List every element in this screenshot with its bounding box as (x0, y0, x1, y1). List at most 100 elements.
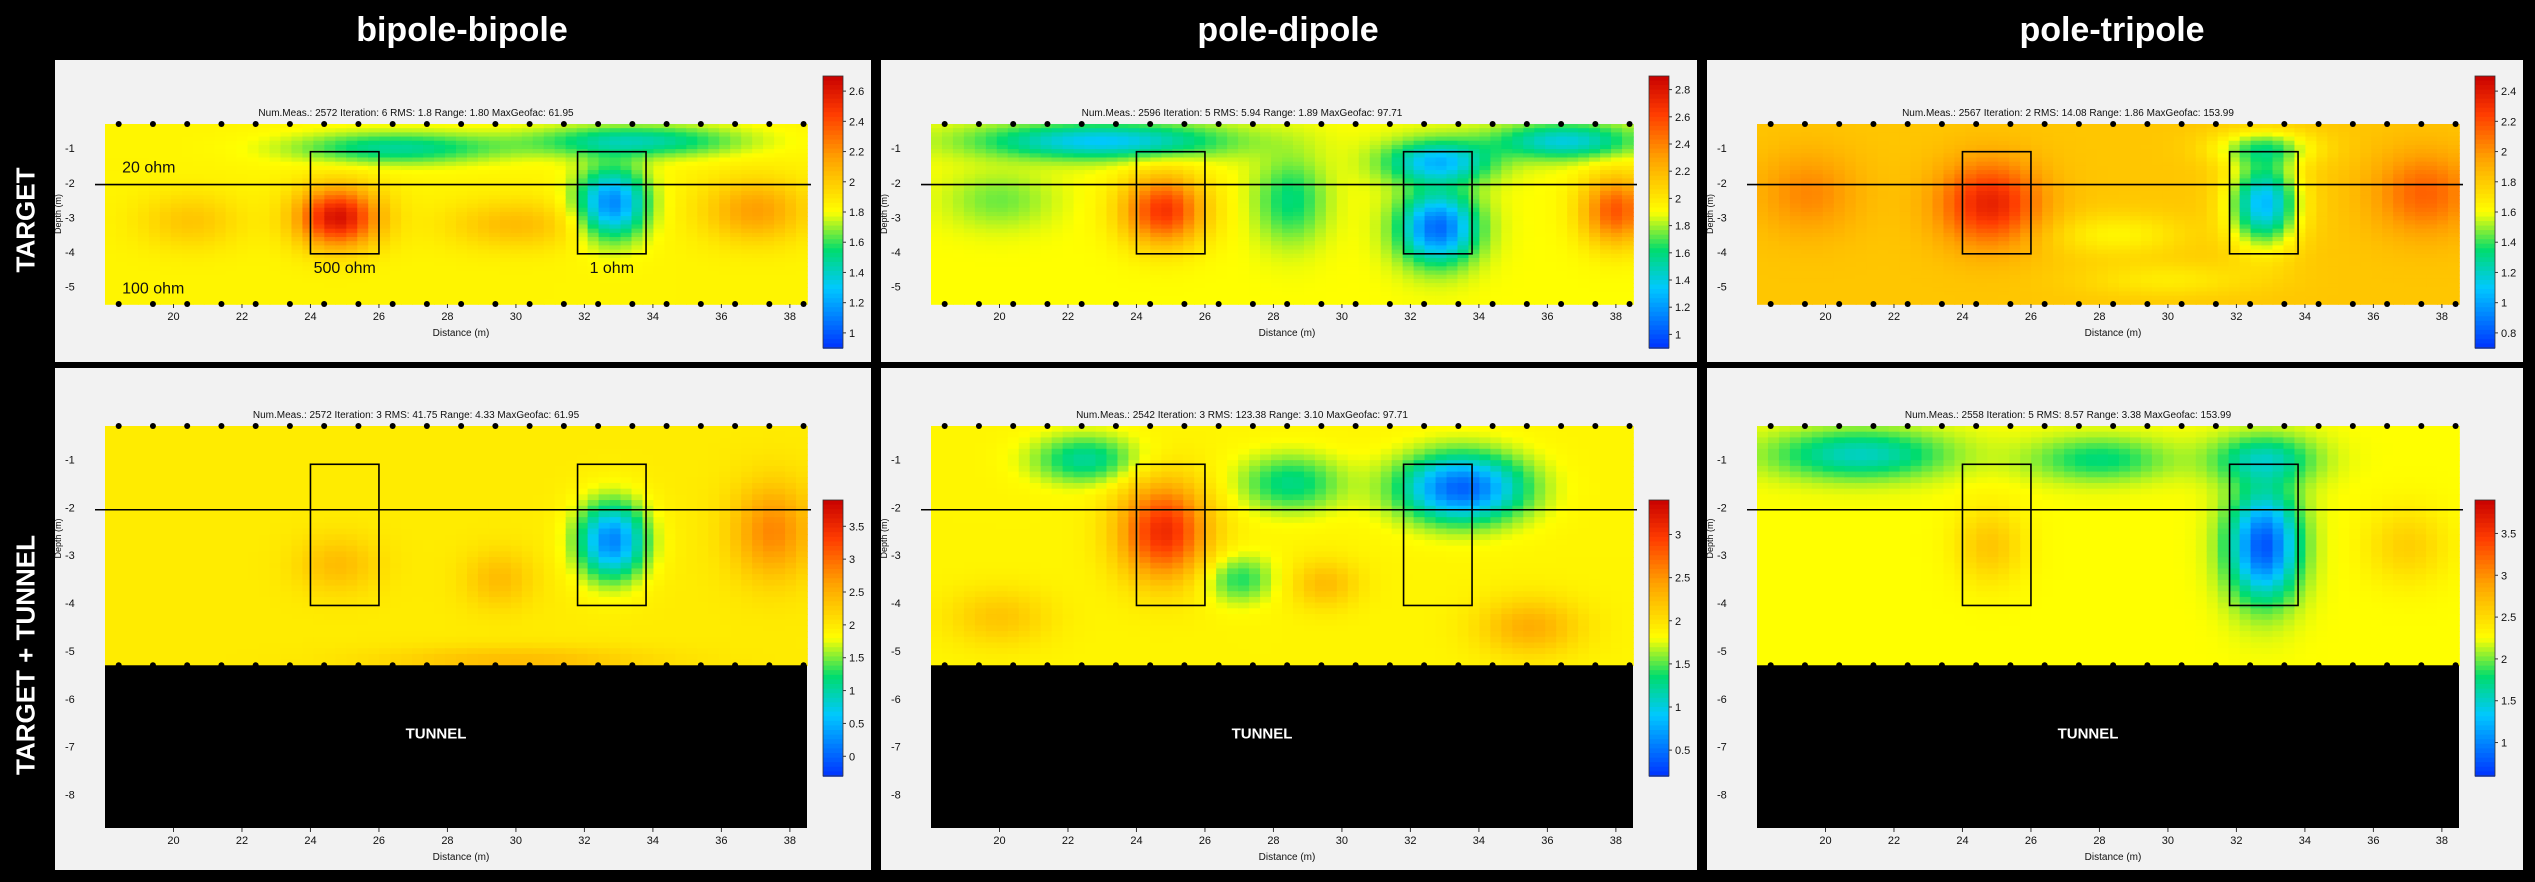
heatmap-cell (280, 203, 293, 209)
heatmap-cell (1227, 237, 1239, 243)
heatmap-cell (1172, 257, 1185, 263)
heatmap-cell (587, 174, 600, 180)
heatmap-cell (785, 170, 797, 176)
heatmap-cell (477, 124, 490, 129)
heatmap-cell (105, 170, 117, 176)
heatmap-cell (931, 136, 943, 142)
heatmap-cell (346, 165, 359, 171)
heatmap-cell (1260, 165, 1272, 171)
heatmap-cell (1073, 249, 1086, 255)
heatmap-cell (774, 178, 786, 184)
heatmap-cell (1303, 241, 1316, 247)
heatmap-cell (1424, 140, 1437, 146)
heatmap-cell (203, 278, 216, 284)
heatmap-cell (785, 299, 797, 305)
heatmap-cell (401, 270, 413, 276)
heatmap-cell (379, 241, 391, 247)
heatmap-cell (456, 136, 468, 142)
heatmap-cell (587, 161, 600, 167)
heatmap-cell (499, 136, 512, 142)
heatmap-cell (719, 299, 732, 305)
heatmap-cell (708, 274, 721, 280)
heatmap-cell (412, 140, 424, 146)
heatmap-cell (137, 287, 150, 293)
heatmap-cell (488, 283, 501, 289)
heatmap-cell (1325, 161, 1338, 167)
heatmap-cell (1194, 186, 1207, 192)
heatmap-cell (1303, 224, 1316, 230)
heatmap-cell (1457, 124, 1470, 129)
heatmap-cell (137, 220, 150, 226)
heatmap-cell (1205, 165, 1217, 171)
heatmap-cell (708, 140, 721, 146)
heatmap-cell (952, 241, 965, 247)
heatmap-cell (1117, 283, 1130, 289)
heatmap-cell (752, 249, 764, 255)
heatmap-cell (1336, 170, 1349, 176)
heatmap-cell (796, 211, 808, 217)
heatmap-cell (931, 144, 943, 150)
heatmap-cell (1084, 153, 1097, 159)
heatmap-cell (203, 190, 216, 196)
heatmap-cell (642, 237, 655, 243)
heatmap-cell (1040, 228, 1053, 234)
heatmap-cell (631, 153, 644, 159)
heatmap-cell (1446, 132, 1459, 138)
heatmap-cell (1018, 174, 1031, 180)
heatmap-cell (181, 165, 194, 171)
heatmap-cell (1117, 174, 1130, 180)
heatmap-cell (1402, 157, 1415, 163)
heatmap-cell (1128, 266, 1141, 272)
heatmap-cell (1413, 262, 1426, 268)
heatmap-cell (576, 174, 589, 180)
heatmap-cell (1260, 190, 1272, 196)
heatmap-cell (1095, 287, 1108, 293)
heatmap-cell (477, 140, 490, 146)
heatmap-cell (434, 174, 446, 180)
heatmap-cell (466, 170, 479, 176)
heatmap-cell (1457, 140, 1470, 146)
heatmap-cell (302, 257, 315, 263)
heatmap-cell (105, 232, 117, 238)
heatmap-cell (181, 283, 194, 289)
heatmap-cell (1238, 216, 1250, 222)
heatmap-cell (1194, 203, 1207, 209)
heatmap-cell (1172, 253, 1185, 259)
heatmap-cell (357, 220, 370, 226)
heatmap-cell (126, 266, 139, 272)
heatmap-cell (1282, 136, 1294, 142)
heatmap-cell (1073, 278, 1086, 284)
heatmap-cell (730, 199, 742, 205)
heatmap-cell (1194, 253, 1207, 259)
colorbar-segment (823, 175, 843, 182)
heatmap-cell (697, 270, 710, 276)
heatmap-cell (313, 144, 326, 150)
heatmap-cell (741, 190, 753, 196)
heatmap-cell (105, 224, 117, 230)
heatmap-cell (1336, 257, 1349, 263)
heatmap-cell (1325, 241, 1338, 247)
heatmap-cell (1051, 295, 1064, 301)
heatmap-cell (302, 220, 315, 226)
heatmap-cell (931, 291, 943, 297)
heatmap-cell (1084, 207, 1097, 213)
heatmap-cell (181, 161, 194, 167)
heatmap-cell (412, 291, 424, 297)
heatmap-cell (653, 241, 666, 247)
heatmap-cell (137, 124, 150, 129)
heatmap-cell (1139, 132, 1152, 138)
heatmap-cell (335, 278, 348, 284)
heatmap-cell (1413, 157, 1426, 163)
heatmap-cell (105, 149, 117, 155)
heatmap-cell (1139, 144, 1152, 150)
heatmap-cell (1194, 274, 1207, 280)
heatmap-cell (324, 161, 337, 167)
heatmap-cell (379, 207, 391, 213)
heatmap-cell (1249, 203, 1261, 209)
heatmap-cell (1106, 245, 1119, 251)
heatmap-cell (379, 136, 391, 142)
heatmap-cell (445, 211, 457, 217)
heatmap-cell (148, 274, 161, 280)
heatmap-cell (1040, 232, 1053, 238)
heatmap-cell (774, 228, 786, 234)
